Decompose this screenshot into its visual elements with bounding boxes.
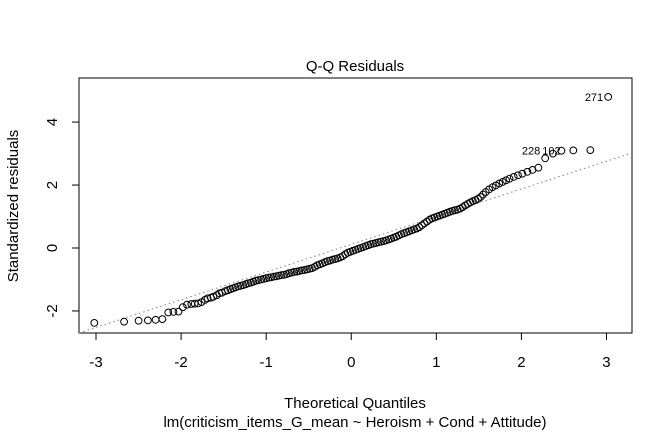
point-label-228: 228 [522,145,540,157]
data-point-19 [212,291,221,300]
data-point-9 [178,303,187,312]
y-tick-label-0: -2 [44,304,61,317]
data-point-132 [509,173,518,181]
data-point-1 [120,317,128,326]
y-axis-label: Standardized residuals [5,130,22,283]
chart-title: Q-Q Residuals [306,58,404,75]
data-point-10 [183,300,191,309]
data-point-13 [194,299,203,308]
points-layer [90,93,613,327]
model-formula: lm(criticism_items_G_mean ~ Heroism + Co… [163,414,546,431]
point-labels-layer: 271 228 102 [522,92,603,158]
data-point-143 [604,93,613,101]
y-tick-label-2: 2 [44,181,61,189]
x-tick-label-3: 0 [347,354,355,371]
reference-line-layer [78,152,633,334]
x-tick-label-1: -2 [174,354,187,371]
y-axis: -2 0 2 4 [44,118,80,318]
data-point-121 [474,195,482,203]
data-point-135 [523,167,532,176]
data-point-2 [134,316,143,325]
reference-line [78,152,633,334]
data-point-131 [505,174,514,183]
data-point-44 [277,271,286,280]
data-point-4 [151,315,160,324]
data-point-123 [479,190,488,199]
x-axis: -3 -2 -1 0 1 2 3 [89,332,611,371]
data-point-39 [264,273,273,282]
data-point-41 [269,272,278,281]
data-point-49 [290,268,299,276]
y-tick-label-3: 4 [44,118,61,126]
data-point-6 [164,308,173,317]
point-label-271: 271 [585,92,603,104]
x-tick-label-2: -1 [259,354,272,371]
data-point-99 [418,221,426,230]
data-point-98 [415,223,424,232]
data-point-137 [534,163,543,172]
data-point-8 [174,307,183,316]
data-point-16 [203,294,212,303]
data-point-141 [569,146,578,155]
data-point-134 [518,169,527,178]
data-point-140 [557,146,566,155]
data-point-142 [586,146,595,155]
data-point-133 [514,171,522,180]
data-point-0 [90,319,99,327]
x-tick-label-6: 3 [602,354,610,371]
data-point-5 [158,315,167,324]
data-point-3 [144,316,152,325]
y-tick-label-1: 0 [44,244,61,252]
data-point-7 [169,308,178,316]
x-axis-label: Theoretical Quantiles [284,395,426,412]
data-point-138 [541,154,550,163]
x-tick-label-5: 2 [517,354,525,371]
data-point-52 [298,266,306,275]
x-tick-label-4: 1 [432,354,440,371]
data-point-139 [549,149,557,158]
data-point-122 [476,193,485,201]
plot-frame [78,77,633,334]
point-label-102: 102 [542,145,560,157]
x-tick-label-0: -3 [89,354,102,371]
